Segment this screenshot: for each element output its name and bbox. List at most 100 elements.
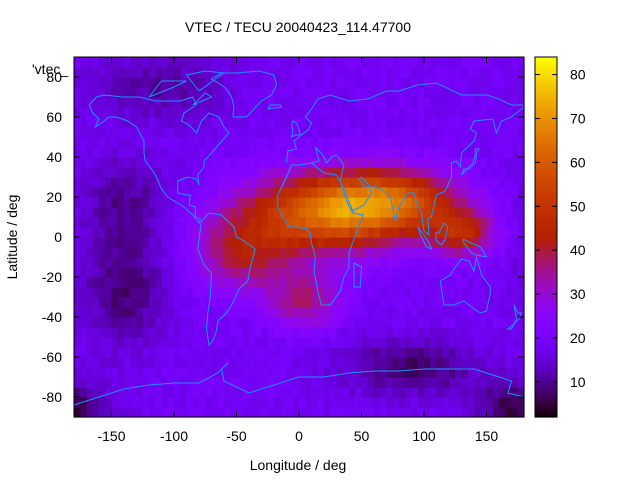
heatmap-cell <box>380 237 388 248</box>
heatmap-cell <box>399 377 406 388</box>
heatmap-cell <box>380 327 388 338</box>
heatmap-cell <box>205 347 213 358</box>
heatmap-cell <box>405 317 413 328</box>
heatmap-cell <box>117 407 125 418</box>
heatmap-cell <box>492 57 500 68</box>
heatmap-cell <box>261 197 269 208</box>
heatmap-cell <box>230 357 238 368</box>
heatmap-cell <box>217 247 225 258</box>
heatmap-cell <box>430 207 438 218</box>
heatmap-cell <box>174 227 181 238</box>
heatmap-cell <box>292 307 300 318</box>
heatmap-cell <box>205 197 213 208</box>
heatmap-cell <box>249 97 256 108</box>
heatmap-cell <box>355 377 363 388</box>
heatmap-cell <box>399 397 406 408</box>
heatmap-cell <box>361 267 369 278</box>
heatmap-cell <box>461 267 469 278</box>
heatmap-cell <box>492 207 500 218</box>
heatmap-cell <box>449 217 456 228</box>
heatmap-cell <box>74 77 81 88</box>
heatmap-cell <box>174 97 181 108</box>
heatmap-cell <box>80 227 88 238</box>
heatmap-cell <box>105 387 113 398</box>
heatmap-cell <box>292 367 300 378</box>
heatmap-cell <box>242 257 250 268</box>
heatmap-cell <box>449 397 456 408</box>
colorbar-segment <box>535 402 557 406</box>
heatmap-cell <box>486 147 494 158</box>
heatmap-cell <box>305 377 313 388</box>
heatmap-cell <box>80 137 88 148</box>
heatmap-cell <box>380 297 388 308</box>
heatmap-cell <box>292 277 300 288</box>
heatmap-cell <box>280 347 288 358</box>
heatmap-cell <box>367 97 375 108</box>
heatmap-cell <box>386 137 394 148</box>
heatmap-cell <box>467 207 475 218</box>
heatmap-cell <box>280 217 288 228</box>
heatmap-cell <box>124 57 131 68</box>
heatmap-cell <box>517 57 525 68</box>
heatmap-cell <box>117 127 125 138</box>
heatmap-cell <box>130 267 138 278</box>
heatmap-cell <box>255 137 263 148</box>
colorbar-segment <box>535 375 557 379</box>
heatmap-cell <box>386 227 394 238</box>
heatmap-cell <box>236 187 244 198</box>
heatmap-cell <box>386 267 394 278</box>
heatmap-cell <box>480 337 488 348</box>
colorbar-segment <box>535 156 557 160</box>
heatmap-cell <box>442 157 450 168</box>
heatmap-cell <box>74 227 81 238</box>
heatmap-cell <box>499 107 506 118</box>
heatmap-cell <box>449 87 456 98</box>
heatmap-cell <box>236 127 244 138</box>
colorbar-segment <box>535 111 557 115</box>
heatmap-cell <box>342 197 350 208</box>
colorbar-segment <box>535 309 557 313</box>
heatmap-cell <box>205 97 213 108</box>
heatmap-cell <box>155 57 163 68</box>
heatmap-cell <box>455 297 463 308</box>
coastline <box>185 70 226 92</box>
heatmap-cell <box>299 397 306 408</box>
heatmap-cell <box>330 57 338 68</box>
heatmap-cell <box>336 347 344 358</box>
heatmap-cell <box>424 87 431 98</box>
heatmap-cell <box>205 277 213 288</box>
heatmap-cell <box>380 157 388 168</box>
heatmap-cell <box>192 167 200 178</box>
heatmap-cell <box>274 207 281 218</box>
heatmap-cell <box>267 297 275 308</box>
heatmap-cell <box>174 387 181 398</box>
heatmap-cell <box>342 407 350 418</box>
heatmap-cell <box>480 157 488 168</box>
heatmap-cell <box>242 217 250 228</box>
heatmap-cell <box>230 257 238 268</box>
heatmap-cell <box>436 87 444 98</box>
heatmap-cell <box>392 337 400 348</box>
heatmap-cell <box>249 207 256 218</box>
heatmap-cell <box>311 127 319 138</box>
heatmap-cell <box>80 357 88 368</box>
heatmap-cell <box>336 207 344 218</box>
heatmap-cell <box>192 67 200 78</box>
heatmap-cell <box>149 227 156 238</box>
heatmap-cell <box>430 387 438 398</box>
heatmap-cell <box>211 197 219 208</box>
heatmap-cell <box>324 277 331 288</box>
heatmap-cell <box>480 287 488 298</box>
heatmap-cell <box>230 57 238 68</box>
heatmap-cell <box>167 227 175 238</box>
heatmap-cell <box>511 217 519 228</box>
heatmap-cell <box>455 87 463 98</box>
heatmap-cell <box>405 147 413 158</box>
heatmap-cell <box>486 137 494 148</box>
colorbar-segment <box>535 324 557 328</box>
heatmap-cell <box>467 237 475 248</box>
heatmap-cell <box>274 137 281 148</box>
heatmap-cell <box>86 387 94 398</box>
heatmap-cell <box>424 147 431 158</box>
heatmap-cell <box>130 187 138 198</box>
